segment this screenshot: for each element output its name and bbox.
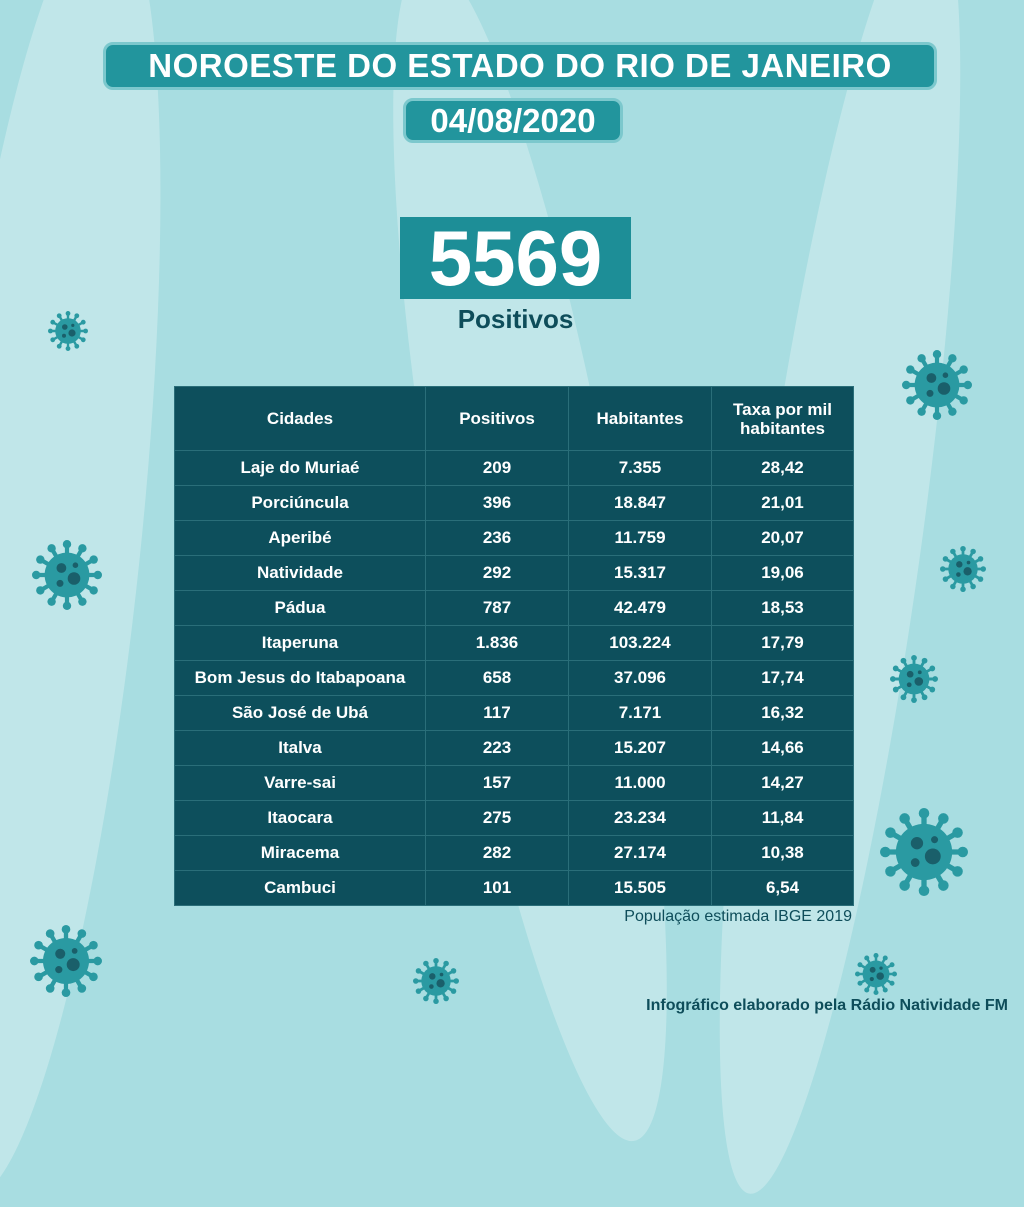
cell-city: Aperibé [174,520,426,556]
cell-city: Itaocara [174,800,426,836]
cell-positives: 117 [425,695,569,731]
cell-city: Cambuci [174,870,426,906]
cell-rate: 17,74 [711,660,854,696]
cell-positives: 658 [425,660,569,696]
table-row: Italva 223 15.207 14,66 [174,730,854,766]
cell-city: Varre-sai [174,765,426,801]
cell-positives: 1.836 [425,625,569,661]
cell-positives: 101 [425,870,569,906]
table-row: Cambuci 101 15.505 6,54 [174,870,854,906]
cell-rate: 17,79 [711,625,854,661]
virus-icon [32,540,102,610]
cell-inhabitants: 18.847 [568,485,712,521]
cell-inhabitants: 15.317 [568,555,712,591]
cell-city: Porciúncula [174,485,426,521]
virus-icon [30,925,102,997]
cell-positives: 209 [425,450,569,486]
cell-city: Italva [174,730,426,766]
cell-rate: 19,06 [711,555,854,591]
cell-positives: 282 [425,835,569,871]
virus-icon [413,958,459,1004]
table-row: Varre-sai 157 11.000 14,27 [174,765,854,801]
column-header-inhabitants: Habitantes [568,386,712,451]
table-row: Itaocara 275 23.234 11,84 [174,800,854,836]
virus-icon [890,655,938,703]
cell-city: Laje do Muriaé [174,450,426,486]
source-note: População estimada IBGE 2019 [624,908,852,925]
table-row: Laje do Muriaé 209 7.355 28,42 [174,450,854,486]
virus-icon [902,350,972,420]
cases-table: Cidades Positivos Habitantes Taxa por mi… [174,386,854,906]
cell-inhabitants: 11.759 [568,520,712,556]
cell-positives: 787 [425,590,569,626]
cell-city: Natividade [174,555,426,591]
cell-rate: 18,53 [711,590,854,626]
column-header-cities: Cidades [174,386,426,451]
credit-note: Infográfico elaborado pela Rádio Nativid… [646,997,1008,1014]
cell-inhabitants: 15.505 [568,870,712,906]
cell-rate: 16,32 [711,695,854,731]
table-row: Porciúncula 396 18.847 21,01 [174,485,854,521]
table-row: Aperibé 236 11.759 20,07 [174,520,854,556]
table-row: Miracema 282 27.174 10,38 [174,835,854,871]
page-title: NOROESTE DO ESTADO DO RIO DE JANEIRO [103,42,937,90]
cell-positives: 396 [425,485,569,521]
cell-inhabitants: 11.000 [568,765,712,801]
column-header-rate: Taxa por mil habitantes [711,386,854,451]
cell-inhabitants: 37.096 [568,660,712,696]
cell-rate: 14,66 [711,730,854,766]
cell-positives: 157 [425,765,569,801]
cell-positives: 223 [425,730,569,766]
cell-positives: 292 [425,555,569,591]
column-header-positives: Positivos [425,386,569,451]
cell-rate: 10,38 [711,835,854,871]
table-row: Natividade 292 15.317 19,06 [174,555,854,591]
cell-city: São José de Ubá [174,695,426,731]
virus-icon [855,953,897,995]
table-header-row: Cidades Positivos Habitantes Taxa por mi… [174,386,854,451]
date-label: 04/08/2020 [403,98,623,143]
cell-rate: 11,84 [711,800,854,836]
cell-inhabitants: 103.224 [568,625,712,661]
table-row: Itaperuna 1.836 103.224 17,79 [174,625,854,661]
cell-positives: 236 [425,520,569,556]
cell-city: Miracema [174,835,426,871]
cell-inhabitants: 7.171 [568,695,712,731]
cell-rate: 28,42 [711,450,854,486]
cell-city: Bom Jesus do Itabapoana [174,660,426,696]
virus-icon [48,311,88,351]
cell-rate: 14,27 [711,765,854,801]
cell-city: Itaperuna [174,625,426,661]
total-positive-count: 5569 [400,217,631,299]
virus-icon [880,808,968,896]
table-row: Bom Jesus do Itabapoana 658 37.096 17,74 [174,660,854,696]
cell-inhabitants: 27.174 [568,835,712,871]
cell-inhabitants: 7.355 [568,450,712,486]
table-row: São José de Ubá 117 7.171 16,32 [174,695,854,731]
total-positive-label: Positivos [457,304,574,334]
table-row: Pádua 787 42.479 18,53 [174,590,854,626]
cell-rate: 20,07 [711,520,854,556]
cell-inhabitants: 23.234 [568,800,712,836]
virus-icon [940,546,986,592]
cell-inhabitants: 15.207 [568,730,712,766]
cell-city: Pádua [174,590,426,626]
cell-rate: 21,01 [711,485,854,521]
cell-positives: 275 [425,800,569,836]
cell-rate: 6,54 [711,870,854,906]
cell-inhabitants: 42.479 [568,590,712,626]
